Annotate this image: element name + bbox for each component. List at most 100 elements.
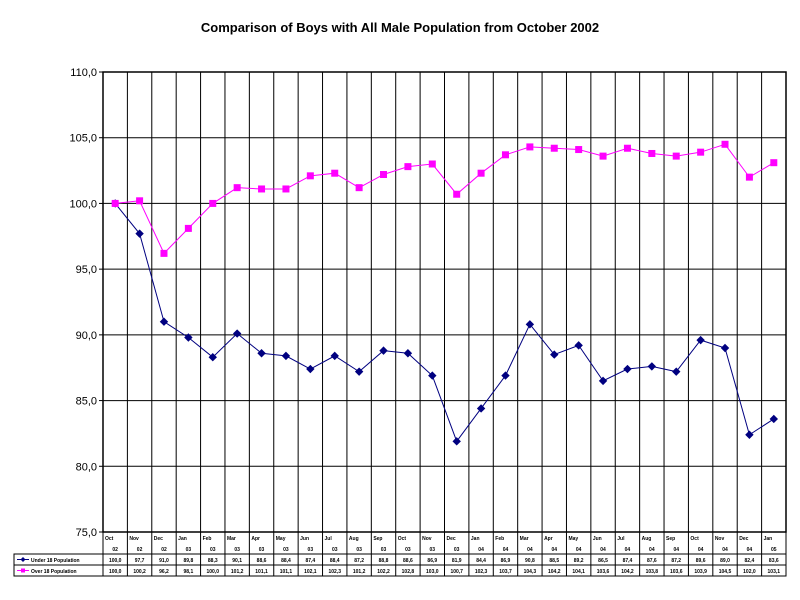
x-category-year: 05 [771, 547, 777, 553]
data-point-under-18 [428, 371, 437, 380]
data-point-over-18 [526, 143, 534, 151]
table-value-cell: 102,1 [304, 569, 317, 575]
table-value-cell: 91,0 [159, 558, 169, 564]
table-value-cell: 100,0 [109, 558, 122, 564]
y-tick-label: 95,0 [76, 264, 97, 276]
y-tick-label: 110,0 [70, 67, 97, 79]
data-point-over-18 [258, 185, 266, 193]
table-value-cell: 89,8 [184, 558, 194, 564]
table-value-cell: 90,8 [525, 558, 535, 564]
table-value-cell: 104,3 [524, 569, 537, 575]
table-value-cell: 101,1 [255, 569, 268, 575]
x-category-year: 03 [308, 547, 314, 553]
table-value-cell: 103,6 [597, 569, 610, 575]
x-category-month: May [568, 536, 578, 542]
x-category-month: Dec [447, 536, 456, 542]
x-category-month: Nov [422, 536, 432, 542]
x-category-year: 03 [332, 547, 338, 553]
table-value-cell: 87,2 [671, 558, 681, 564]
data-point-over-18 [404, 163, 412, 171]
table-value-cell: 98,1 [184, 569, 194, 575]
data-point-under-18 [745, 430, 754, 439]
data-point-under-18 [135, 229, 144, 238]
data-point-under-18 [769, 414, 779, 424]
data-point-over-18 [745, 173, 753, 181]
table-value-cell: 103,0 [426, 569, 439, 575]
data-point-over-18 [770, 159, 778, 167]
table-value-cell: 84,4 [476, 558, 486, 564]
x-category-year: 03 [234, 547, 240, 553]
data-point-under-18 [354, 367, 364, 376]
table-value-cell: 100,2 [133, 569, 146, 575]
table-value-cell: 104,1 [572, 569, 585, 575]
x-category-year: 04 [722, 547, 728, 553]
table-value-cell: 100,0 [109, 569, 122, 575]
x-category-month: Jan [764, 536, 773, 542]
table-value-cell: 88,4 [281, 558, 291, 564]
legend-series-name: Under 18 Population [31, 558, 80, 564]
data-point-over-18 [501, 151, 509, 159]
table-value-cell: 82,4 [745, 558, 755, 564]
data-point-over-18 [721, 140, 729, 148]
x-category-month: Mar [520, 536, 529, 542]
data-point-over-18 [111, 199, 119, 207]
x-category-month: May [276, 536, 286, 542]
table-value-cell: 102,2 [377, 569, 390, 575]
grid-layer [103, 71, 786, 533]
x-category-month: Nov [129, 536, 139, 542]
data-point-under-18 [208, 352, 217, 362]
data-point-over-18 [282, 185, 290, 193]
y-tick-label: 90,0 [76, 330, 97, 342]
table-value-cell: 88,8 [379, 558, 389, 564]
table-value-cell: 100,7 [450, 569, 463, 575]
table-value-cell: 87,6 [647, 558, 657, 564]
data-point-under-18 [281, 351, 291, 361]
table-value-cell: 86,5 [598, 558, 608, 564]
x-category-month: Apr [544, 536, 553, 542]
x-category-year: 04 [551, 547, 557, 553]
legend-key-marker [21, 568, 25, 573]
x-category-month: Jun [300, 536, 309, 542]
y-tick-label: 100,0 [69, 198, 97, 210]
x-category-month: Feb [203, 536, 212, 542]
x-category-month: Mar [227, 536, 236, 542]
table-value-cell: 90,1 [232, 558, 242, 564]
data-point-over-18 [477, 169, 485, 177]
data-point-under-18 [525, 320, 535, 329]
x-category-year: 04 [649, 547, 655, 553]
data-point-over-18 [623, 144, 631, 152]
data-point-over-18 [355, 184, 363, 192]
table-value-cell: 97,7 [135, 558, 145, 564]
table-value-cell: 103,6 [670, 569, 683, 575]
data-point-under-18 [574, 341, 583, 350]
x-category-month: Sep [373, 536, 382, 542]
data-point-over-18 [599, 152, 607, 160]
table-value-cell: 101,2 [231, 569, 244, 575]
chart-title: Comparison of Boys with All Male Populat… [200, 20, 600, 35]
table-value-cell: 104,2 [621, 569, 634, 575]
x-category-month: Jul [325, 536, 333, 542]
x-category-month: Oct [690, 536, 699, 542]
x-category-year: 02 [112, 547, 118, 553]
data-point-over-18 [184, 224, 192, 232]
data-point-under-18 [184, 333, 193, 342]
data-point-under-18 [306, 364, 315, 374]
x-category-year: 04 [747, 547, 753, 553]
x-category-year: 04 [576, 547, 582, 553]
data-point-under-18 [623, 364, 632, 374]
x-category-month: Feb [495, 536, 504, 542]
table-value-cell: 86,9 [501, 558, 511, 564]
x-category-month: Apr [251, 536, 260, 542]
table-value-cell: 102,3 [328, 569, 341, 575]
data-point-under-18 [452, 437, 461, 446]
x-category-month: Oct [398, 536, 407, 542]
table-value-cell: 102,3 [475, 569, 488, 575]
data-point-under-18 [696, 335, 705, 345]
x-category-year: 03 [454, 547, 460, 553]
table-value-cell: 89,2 [574, 558, 584, 564]
x-category-month: Jan [471, 536, 480, 542]
table-value-cell: 102,8 [402, 569, 415, 575]
table-value-cell: 102,0 [743, 569, 756, 575]
table-value-cell: 88,3 [208, 558, 218, 564]
